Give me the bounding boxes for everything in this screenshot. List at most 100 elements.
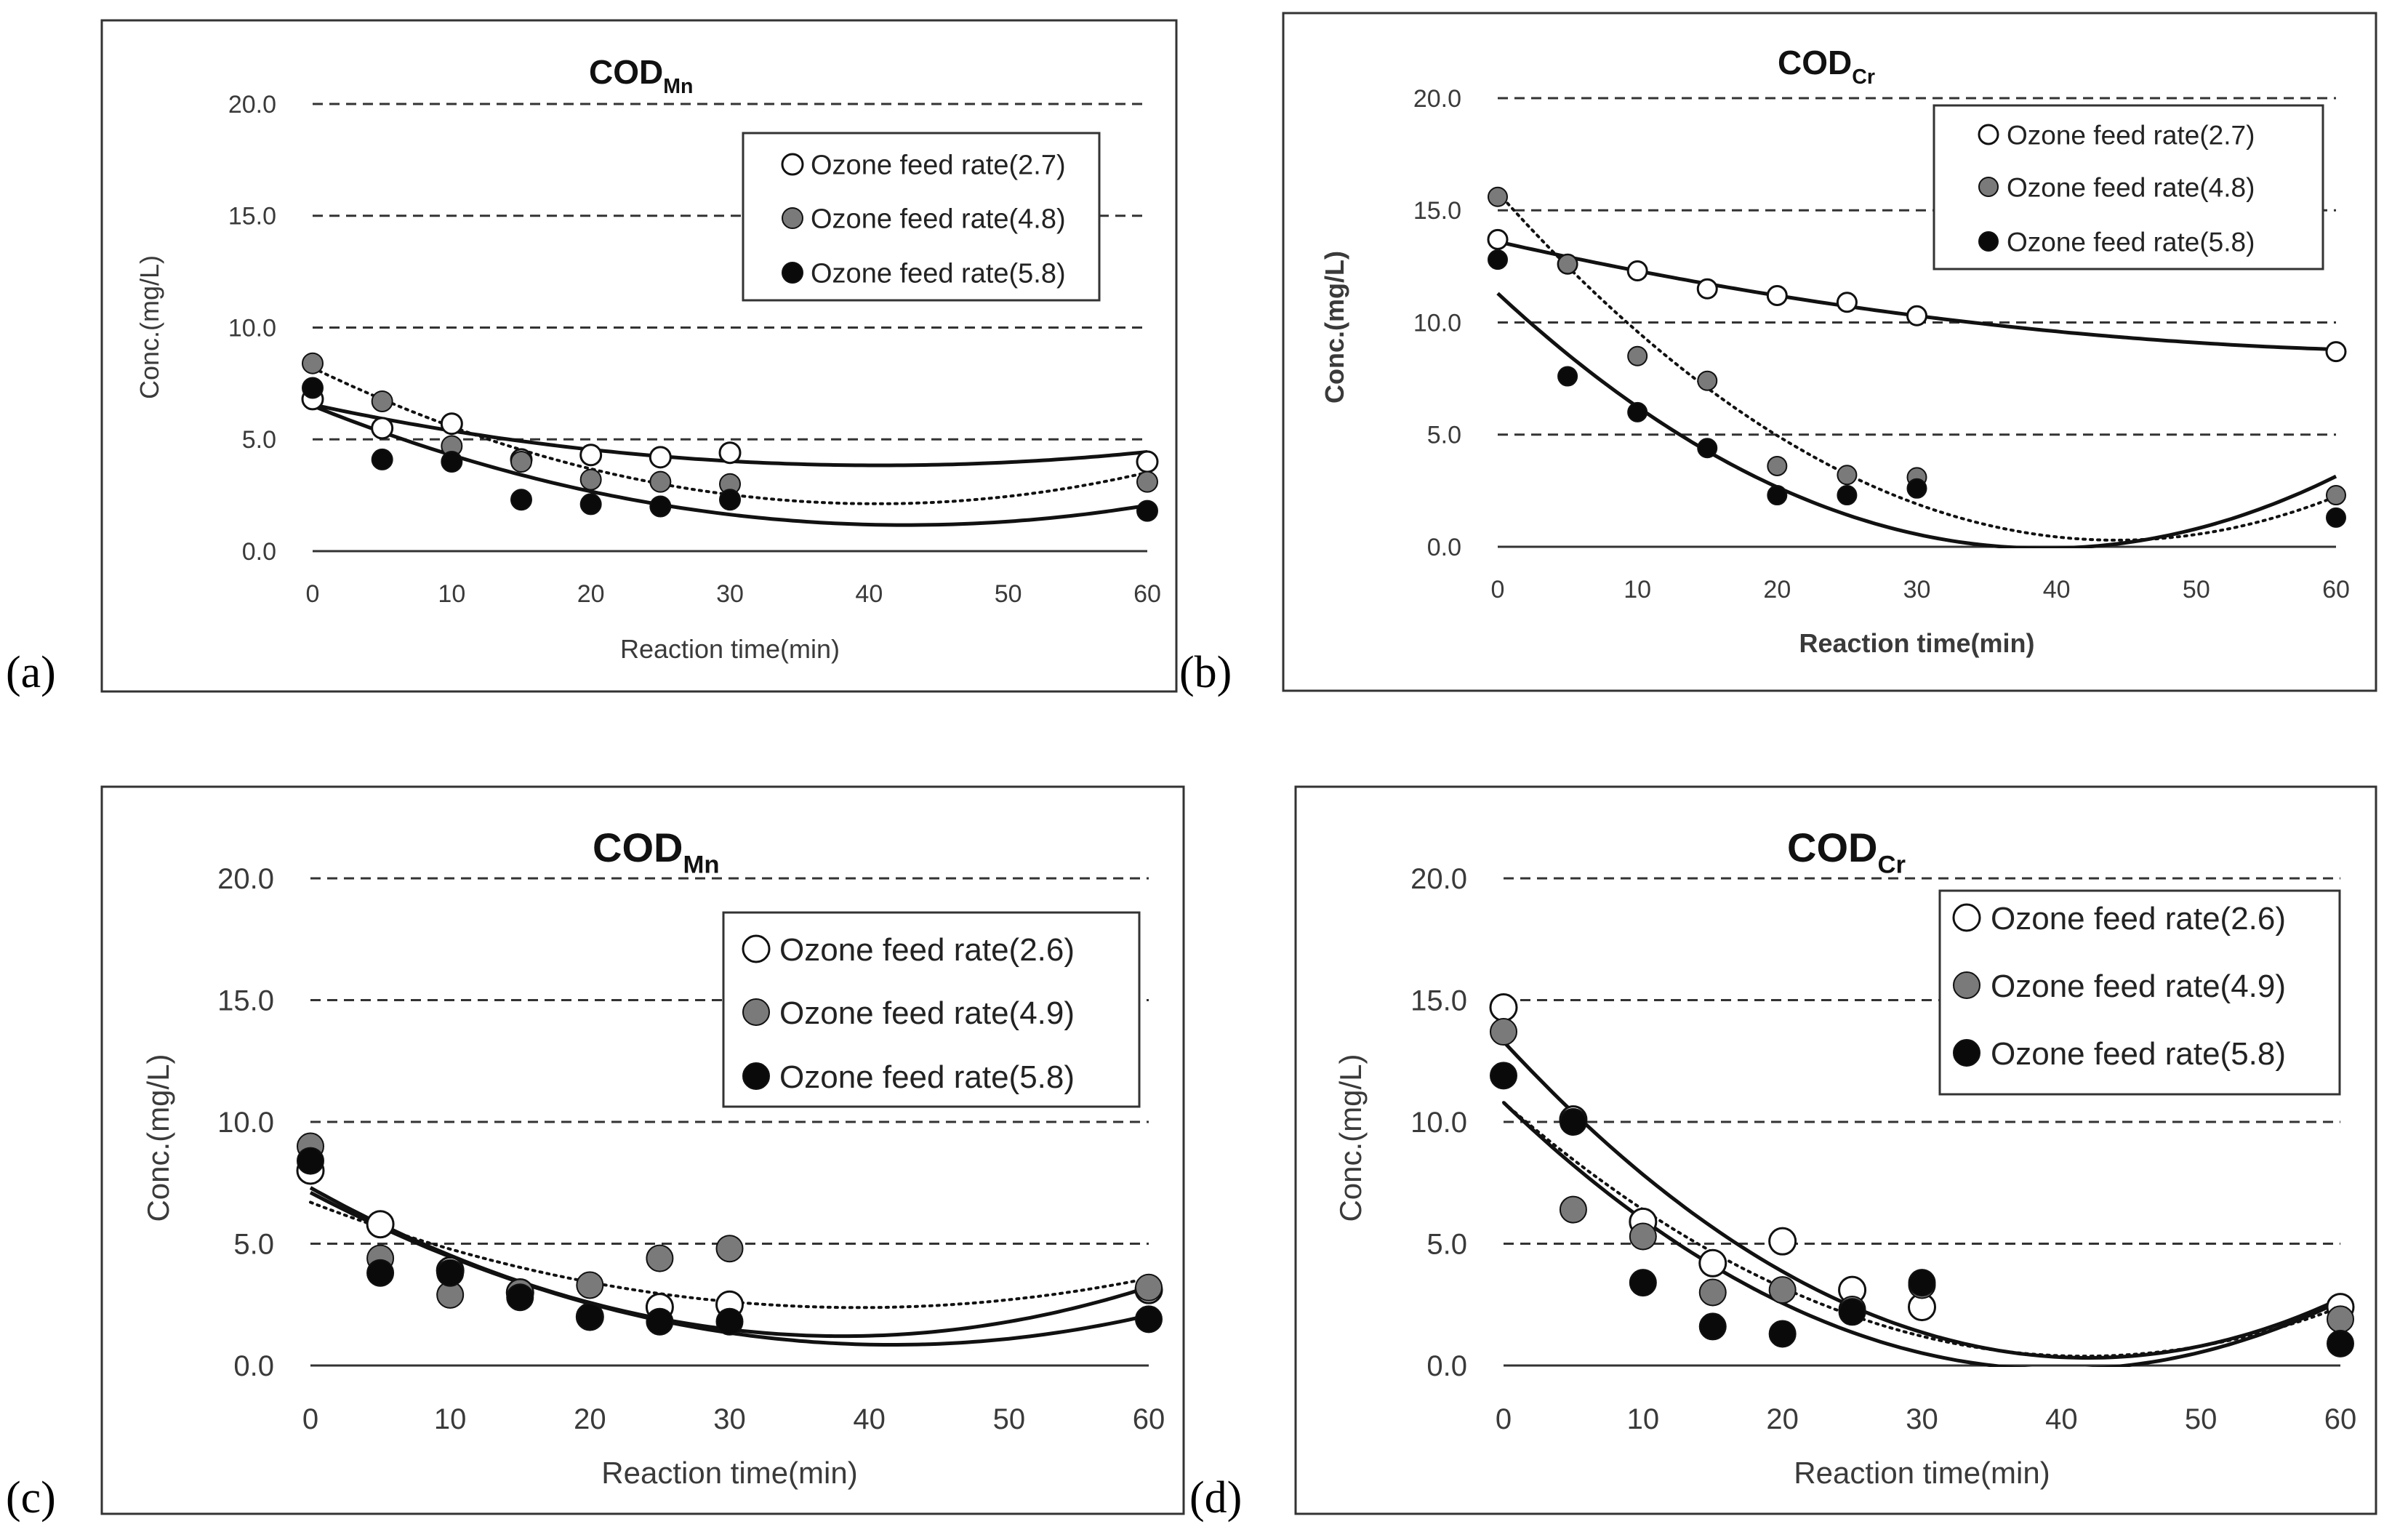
data-point-series-3 bbox=[436, 1259, 465, 1287]
chart-title: CODCr bbox=[1778, 44, 1875, 89]
x-tick-label: 20 bbox=[1766, 1403, 1799, 1435]
data-point-series-1 bbox=[1489, 993, 1518, 1022]
data-point-series-3 bbox=[441, 451, 463, 473]
data-point-series-2 bbox=[1559, 1195, 1587, 1224]
data-point-series-2 bbox=[576, 1271, 604, 1299]
x-tick-label: 60 bbox=[1133, 1403, 1165, 1435]
legend-marker-1 bbox=[781, 153, 804, 176]
legend-marker-1 bbox=[1978, 124, 1999, 145]
legend: Ozone feed rate(2.7) Ozone feed rate(4.8)… bbox=[742, 132, 1101, 302]
x-tick-label: 0 bbox=[1496, 1403, 1512, 1435]
data-point-series-1 bbox=[2325, 341, 2347, 363]
y-tick-label: 0.0 bbox=[1426, 1350, 1467, 1382]
y-tick-label: 5.0 bbox=[242, 426, 276, 454]
x-tick-label: 30 bbox=[713, 1403, 746, 1435]
data-point-series-3 bbox=[1135, 1305, 1163, 1334]
x-tick-label: 0 bbox=[302, 1403, 318, 1435]
x-tick-label: 60 bbox=[2324, 1403, 2357, 1435]
legend-marker-2 bbox=[1953, 971, 1980, 999]
chart-title-main: COD bbox=[1787, 825, 1877, 870]
legend-label-3: Ozone feed rate(5.8) bbox=[811, 259, 1066, 289]
y-tick-label: 20.0 bbox=[1413, 85, 1461, 113]
chart-title: CODCr bbox=[1787, 825, 1906, 879]
data-point-series-2 bbox=[2327, 1305, 2354, 1334]
chart-title-main: COD bbox=[1778, 44, 1852, 81]
x-tick-label: 30 bbox=[1903, 576, 1931, 603]
chart-panel-b: 0.0 5.0 10.0 15.0 20.0 0 10 20 30 40 50 60 CODCr Reac… bbox=[1320, 44, 2350, 658]
data-point-series-3 bbox=[297, 1147, 324, 1175]
legend-marker-2 bbox=[742, 998, 770, 1026]
data-point-series-2 bbox=[1490, 1018, 1517, 1046]
x-axis-title: Reaction time(min) bbox=[601, 1456, 857, 1490]
x-tick-label: 0 bbox=[1491, 576, 1505, 603]
data-point-series-1 bbox=[1487, 228, 1509, 250]
legend: Ozone feed rate(2.6) Ozone feed rate(4.9)… bbox=[722, 911, 1141, 1108]
data-point-series-3 bbox=[1838, 1298, 1866, 1326]
data-point-series-3 bbox=[1627, 401, 1648, 422]
data-point-series-1 bbox=[1698, 1248, 1727, 1278]
data-point-series-2 bbox=[1629, 1222, 1657, 1251]
chart-title-main: COD bbox=[589, 53, 663, 91]
x-tick-label: 0 bbox=[306, 580, 320, 608]
legend-marker-3 bbox=[782, 262, 803, 284]
chart-title-subscript: Mn bbox=[663, 75, 693, 98]
y-tick-label: 20.0 bbox=[228, 91, 276, 119]
legend-box bbox=[722, 911, 1141, 1108]
chart-panel-d: 0.0 5.0 10.0 15.0 20.0 0 10 20 30 40 50 60 CODCr Reac… bbox=[1333, 825, 2356, 1490]
data-point-series-3 bbox=[2327, 1329, 2354, 1357]
legend-label-2: Ozone feed rate(4.9) bbox=[779, 995, 1075, 1031]
legend-box bbox=[1938, 889, 2341, 1096]
x-tick-label: 30 bbox=[716, 580, 744, 608]
data-point-series-3 bbox=[576, 1303, 604, 1331]
legend-marker-1 bbox=[1952, 903, 1981, 932]
data-point-series-3 bbox=[1837, 485, 1858, 506]
chart-title-subscript: Cr bbox=[1852, 65, 1875, 89]
data-point-series-2 bbox=[646, 1244, 674, 1272]
y-tick-label: 20.0 bbox=[217, 863, 274, 895]
data-point-series-3 bbox=[719, 489, 741, 511]
x-tick-label: 50 bbox=[993, 1403, 1026, 1435]
data-point-series-3 bbox=[510, 489, 532, 511]
data-point-series-3 bbox=[302, 377, 324, 399]
legend-label-1: Ozone feed rate(2.7) bbox=[2007, 120, 2255, 150]
data-point-series-1 bbox=[1768, 1227, 1797, 1256]
data-point-series-3 bbox=[506, 1283, 534, 1312]
y-axis-title: Conc.(mg/L) bbox=[135, 255, 164, 399]
data-point-series-3 bbox=[1697, 438, 1718, 459]
trendline-series-2 bbox=[1496, 191, 2337, 542]
data-point-series-2 bbox=[1627, 345, 1648, 366]
data-point-series-2 bbox=[510, 451, 532, 473]
data-point-series-1 bbox=[649, 446, 672, 469]
y-tick-label: 0.0 bbox=[233, 1350, 274, 1382]
x-tick-label: 10 bbox=[1627, 1403, 1660, 1435]
y-tick-label: 10.0 bbox=[1413, 309, 1461, 337]
y-tick-label: 5.0 bbox=[233, 1229, 274, 1261]
x-tick-label: 20 bbox=[577, 580, 605, 608]
data-point-series-2 bbox=[302, 352, 324, 374]
data-point-series-2 bbox=[1557, 254, 1578, 275]
data-point-series-1 bbox=[1626, 260, 1648, 282]
data-point-series-2 bbox=[371, 390, 393, 412]
x-axis-title: Reaction time(min) bbox=[1794, 1456, 2050, 1490]
data-point-series-3 bbox=[2326, 507, 2346, 528]
legend-label-3: Ozone feed rate(5.8) bbox=[779, 1059, 1075, 1095]
legend-marker-2 bbox=[1978, 177, 1999, 197]
data-point-series-3 bbox=[366, 1259, 395, 1287]
data-point-series-1 bbox=[366, 1210, 395, 1239]
data-point-series-1 bbox=[579, 444, 603, 467]
x-tick-label: 10 bbox=[434, 1403, 467, 1435]
data-point-series-3 bbox=[649, 495, 672, 518]
data-point-series-2 bbox=[1768, 1276, 1797, 1304]
x-tick-label: 40 bbox=[855, 580, 883, 608]
x-tick-label: 20 bbox=[574, 1403, 606, 1435]
panel-d-letter: (d) bbox=[1189, 1473, 1242, 1523]
data-point-series-3 bbox=[1908, 1269, 1936, 1297]
legend: Ozone feed rate(2.7) Ozone feed rate(4.8)… bbox=[1933, 104, 2324, 270]
data-point-series-1 bbox=[1136, 450, 1159, 473]
panel-c-frame bbox=[100, 785, 1185, 1515]
chart-panel-a: 0.0 5.0 10.0 15.0 20.0 0 10 20 30 40 50 60 CODMn Reac… bbox=[135, 53, 1161, 664]
data-point-series-3 bbox=[1559, 1108, 1587, 1136]
data-point-series-2 bbox=[2326, 485, 2346, 506]
data-point-series-1 bbox=[1836, 292, 1858, 313]
data-point-series-2 bbox=[715, 1235, 744, 1263]
